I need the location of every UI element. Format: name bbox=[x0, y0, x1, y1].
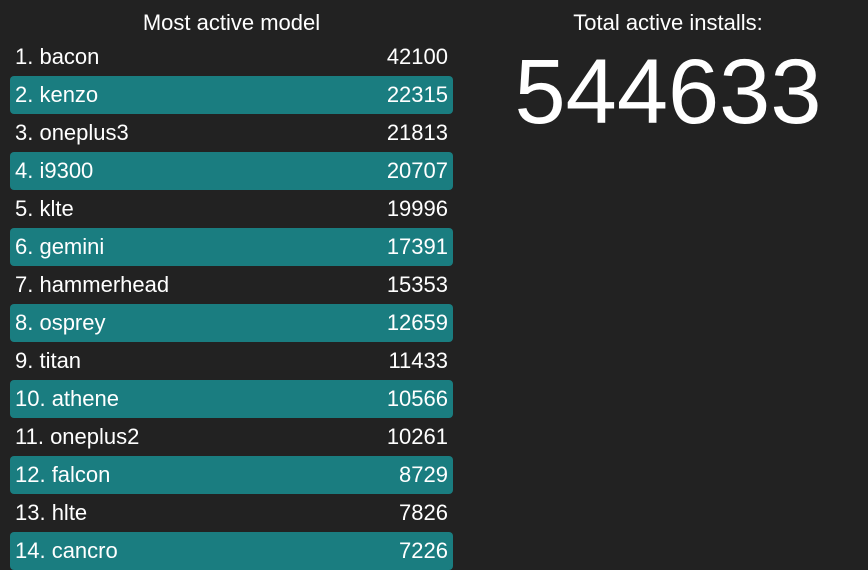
model-name: 8. osprey bbox=[15, 310, 106, 335]
list-item: 12. falcon 8729 bbox=[10, 456, 453, 494]
list-item: 11. oneplus2 10261 bbox=[10, 418, 453, 456]
list-item: 9. titan 11433 bbox=[10, 342, 453, 380]
list-item: 3. oneplus3 21813 bbox=[10, 114, 453, 152]
model-count: 11433 bbox=[388, 348, 448, 373]
total-installs-value: 544633 bbox=[514, 41, 822, 143]
model-count: 15353 bbox=[386, 272, 448, 297]
model-name: 3. oneplus3 bbox=[15, 120, 129, 145]
list-item: 8. osprey 12659 bbox=[10, 304, 453, 342]
list-item: 1. bacon 42100 bbox=[10, 38, 453, 76]
model-name: 5. klte bbox=[15, 196, 74, 221]
model-count: 7826 bbox=[399, 500, 448, 525]
model-count: 42100 bbox=[386, 44, 448, 69]
model-name: 12. falcon bbox=[15, 462, 111, 487]
most-active-model-title: Most active model bbox=[142, 10, 321, 35]
model-name: 2. kenzo bbox=[15, 82, 99, 107]
model-count: 8729 bbox=[399, 462, 448, 487]
list-item: 4. i9300 20707 bbox=[10, 152, 453, 190]
list-item: 2. kenzo 22315 bbox=[10, 76, 453, 114]
model-count: 17391 bbox=[386, 234, 448, 259]
model-count: 21813 bbox=[386, 120, 448, 145]
model-count: 10566 bbox=[386, 386, 448, 411]
most-active-model-panel: Most active model 1. bacon 42100 2. kenz… bbox=[10, 0, 453, 570]
model-name: 7. hammerhead bbox=[15, 272, 170, 297]
model-name: 4. i9300 bbox=[15, 158, 94, 183]
model-count: 12659 bbox=[386, 310, 448, 335]
model-name: 11. oneplus2 bbox=[15, 424, 140, 449]
list-item: 10. athene 10566 bbox=[10, 380, 453, 418]
model-name: 14. cancro bbox=[15, 538, 118, 563]
model-name: 1. bacon bbox=[15, 44, 100, 69]
list-item: 13. hlte 7826 bbox=[10, 494, 453, 532]
total-installs-title: Total active installs: bbox=[573, 10, 763, 35]
list-item: 6. gemini 17391 bbox=[10, 228, 453, 266]
model-name: 10. athene bbox=[15, 386, 119, 411]
total-installs-panel: Total active installs: 544633 bbox=[480, 0, 868, 138]
list-item: 5. klte 19996 bbox=[10, 190, 453, 228]
model-count: 7226 bbox=[399, 538, 448, 563]
model-name: 9. titan bbox=[15, 348, 82, 373]
model-count: 22315 bbox=[386, 82, 448, 107]
model-count: 20707 bbox=[386, 158, 448, 183]
model-name: 13. hlte bbox=[15, 500, 88, 525]
model-list: 1. bacon 42100 2. kenzo 22315 3. oneplus… bbox=[10, 38, 453, 570]
list-item: 14. cancro 7226 bbox=[10, 532, 453, 570]
model-count: 10261 bbox=[386, 424, 448, 449]
model-count: 19996 bbox=[386, 196, 448, 221]
model-name: 6. gemini bbox=[15, 234, 105, 259]
list-item: 7. hammerhead 15353 bbox=[10, 266, 453, 304]
